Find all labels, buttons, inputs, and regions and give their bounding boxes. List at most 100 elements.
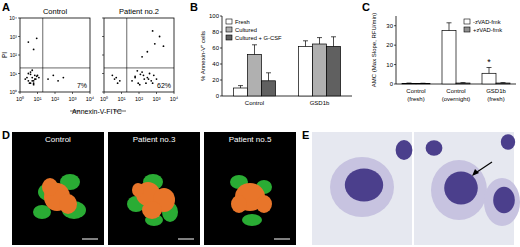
arrow-right	[114, 111, 126, 112]
scale-bar	[274, 239, 290, 240]
x-tick-label: Control	[245, 100, 264, 106]
quadrant-line	[20, 67, 90, 68]
label-line: Control	[446, 88, 465, 94]
error-bar	[487, 67, 492, 73]
y-tick-label: 20	[386, 42, 393, 48]
point	[119, 80, 121, 82]
y-tick	[102, 55, 104, 56]
point	[149, 73, 151, 75]
nucleus	[396, 140, 413, 160]
error-bar	[252, 45, 257, 55]
point	[30, 73, 32, 75]
y-axis-label: AMC (Max Slope, RFU/min)	[371, 13, 377, 87]
x-axis-label: Annexin-V-FITC	[72, 108, 122, 115]
plot-area	[402, 23, 510, 84]
error-bar	[421, 83, 426, 84]
x-tick	[37, 92, 38, 94]
y-tick-label: 10	[386, 62, 393, 68]
point	[52, 74, 54, 76]
x-tick	[55, 92, 56, 94]
point	[27, 80, 29, 82]
x-tick	[104, 92, 105, 94]
x-tick-label: 10⁴	[86, 96, 95, 102]
panel-label: D	[2, 129, 10, 141]
point	[141, 71, 143, 73]
point	[111, 74, 113, 76]
panel-label: A	[2, 1, 10, 13]
label-line: (fresh)	[487, 96, 504, 102]
legend-swatch	[226, 27, 232, 32]
plot-area	[20, 18, 90, 92]
y-axis	[396, 16, 397, 84]
point	[37, 74, 39, 76]
quadrant-line	[42, 18, 43, 92]
label-line: Control	[406, 88, 425, 94]
y-tick-label: 30	[386, 23, 393, 29]
x-tick	[139, 92, 140, 94]
point	[117, 82, 119, 84]
x-tick-label: GSD1b(fresh)	[486, 88, 506, 102]
x-tick-label: 10⁴	[170, 96, 179, 102]
scale-bar	[178, 239, 194, 240]
micrograph: Patient no.5	[204, 132, 296, 245]
point	[148, 78, 150, 80]
point	[153, 74, 155, 76]
legend-label: Cultured + G-CSF	[235, 35, 282, 41]
point	[145, 82, 147, 84]
point	[29, 82, 31, 84]
label-line: GSD1b	[310, 100, 330, 106]
bar	[327, 46, 341, 96]
x-axis	[396, 84, 516, 85]
plot-title: Patient no.2	[119, 7, 159, 16]
point	[136, 70, 138, 72]
legend-label: Cultured	[235, 27, 257, 33]
x-tick	[174, 92, 175, 94]
y-axis-label: % Annexin-V⁺ cells	[200, 31, 206, 81]
point	[152, 30, 154, 32]
micrograph: Control	[12, 132, 104, 245]
image-caption: Patient no.5	[229, 135, 272, 144]
point	[31, 77, 33, 79]
plot-area	[234, 37, 341, 96]
annotation: *	[487, 57, 491, 67]
panel-label: E	[302, 129, 309, 141]
plot-frame	[104, 18, 174, 92]
point	[33, 82, 35, 84]
point	[30, 71, 32, 73]
panel-label: C	[362, 1, 370, 13]
point	[131, 80, 133, 82]
point	[152, 82, 154, 84]
point	[114, 78, 116, 80]
point	[146, 77, 148, 79]
x-tick-label: GSD1b	[310, 100, 330, 106]
point	[150, 80, 152, 82]
y-tick	[102, 18, 104, 19]
error-bar	[331, 37, 336, 47]
x-tick	[90, 92, 91, 94]
bar	[402, 83, 416, 85]
y-tick-label: 40	[212, 61, 219, 67]
point	[139, 84, 141, 86]
legend-label: +zVAD-fmk	[473, 27, 502, 33]
bar	[482, 73, 496, 84]
y-tick-label: 10⁴	[9, 15, 17, 21]
y-tick-label: 10²	[10, 52, 18, 58]
bar	[299, 46, 313, 96]
x-tick	[121, 92, 122, 94]
bar	[313, 44, 327, 96]
error-bar	[238, 86, 243, 88]
point	[159, 36, 161, 38]
y-tick	[18, 36, 20, 37]
error-bar	[447, 23, 452, 31]
y-tick-label: 100	[209, 13, 220, 19]
point	[33, 80, 35, 82]
x-tick-label: 10³	[69, 96, 77, 102]
error-bar	[266, 73, 271, 81]
arrow-left	[70, 111, 80, 112]
legend-swatch	[226, 19, 232, 24]
plot-frame	[20, 18, 90, 92]
x-tick	[20, 92, 21, 94]
legend-label: Fresh	[235, 19, 250, 25]
y-tick	[102, 73, 104, 74]
nucleus	[142, 201, 162, 219]
